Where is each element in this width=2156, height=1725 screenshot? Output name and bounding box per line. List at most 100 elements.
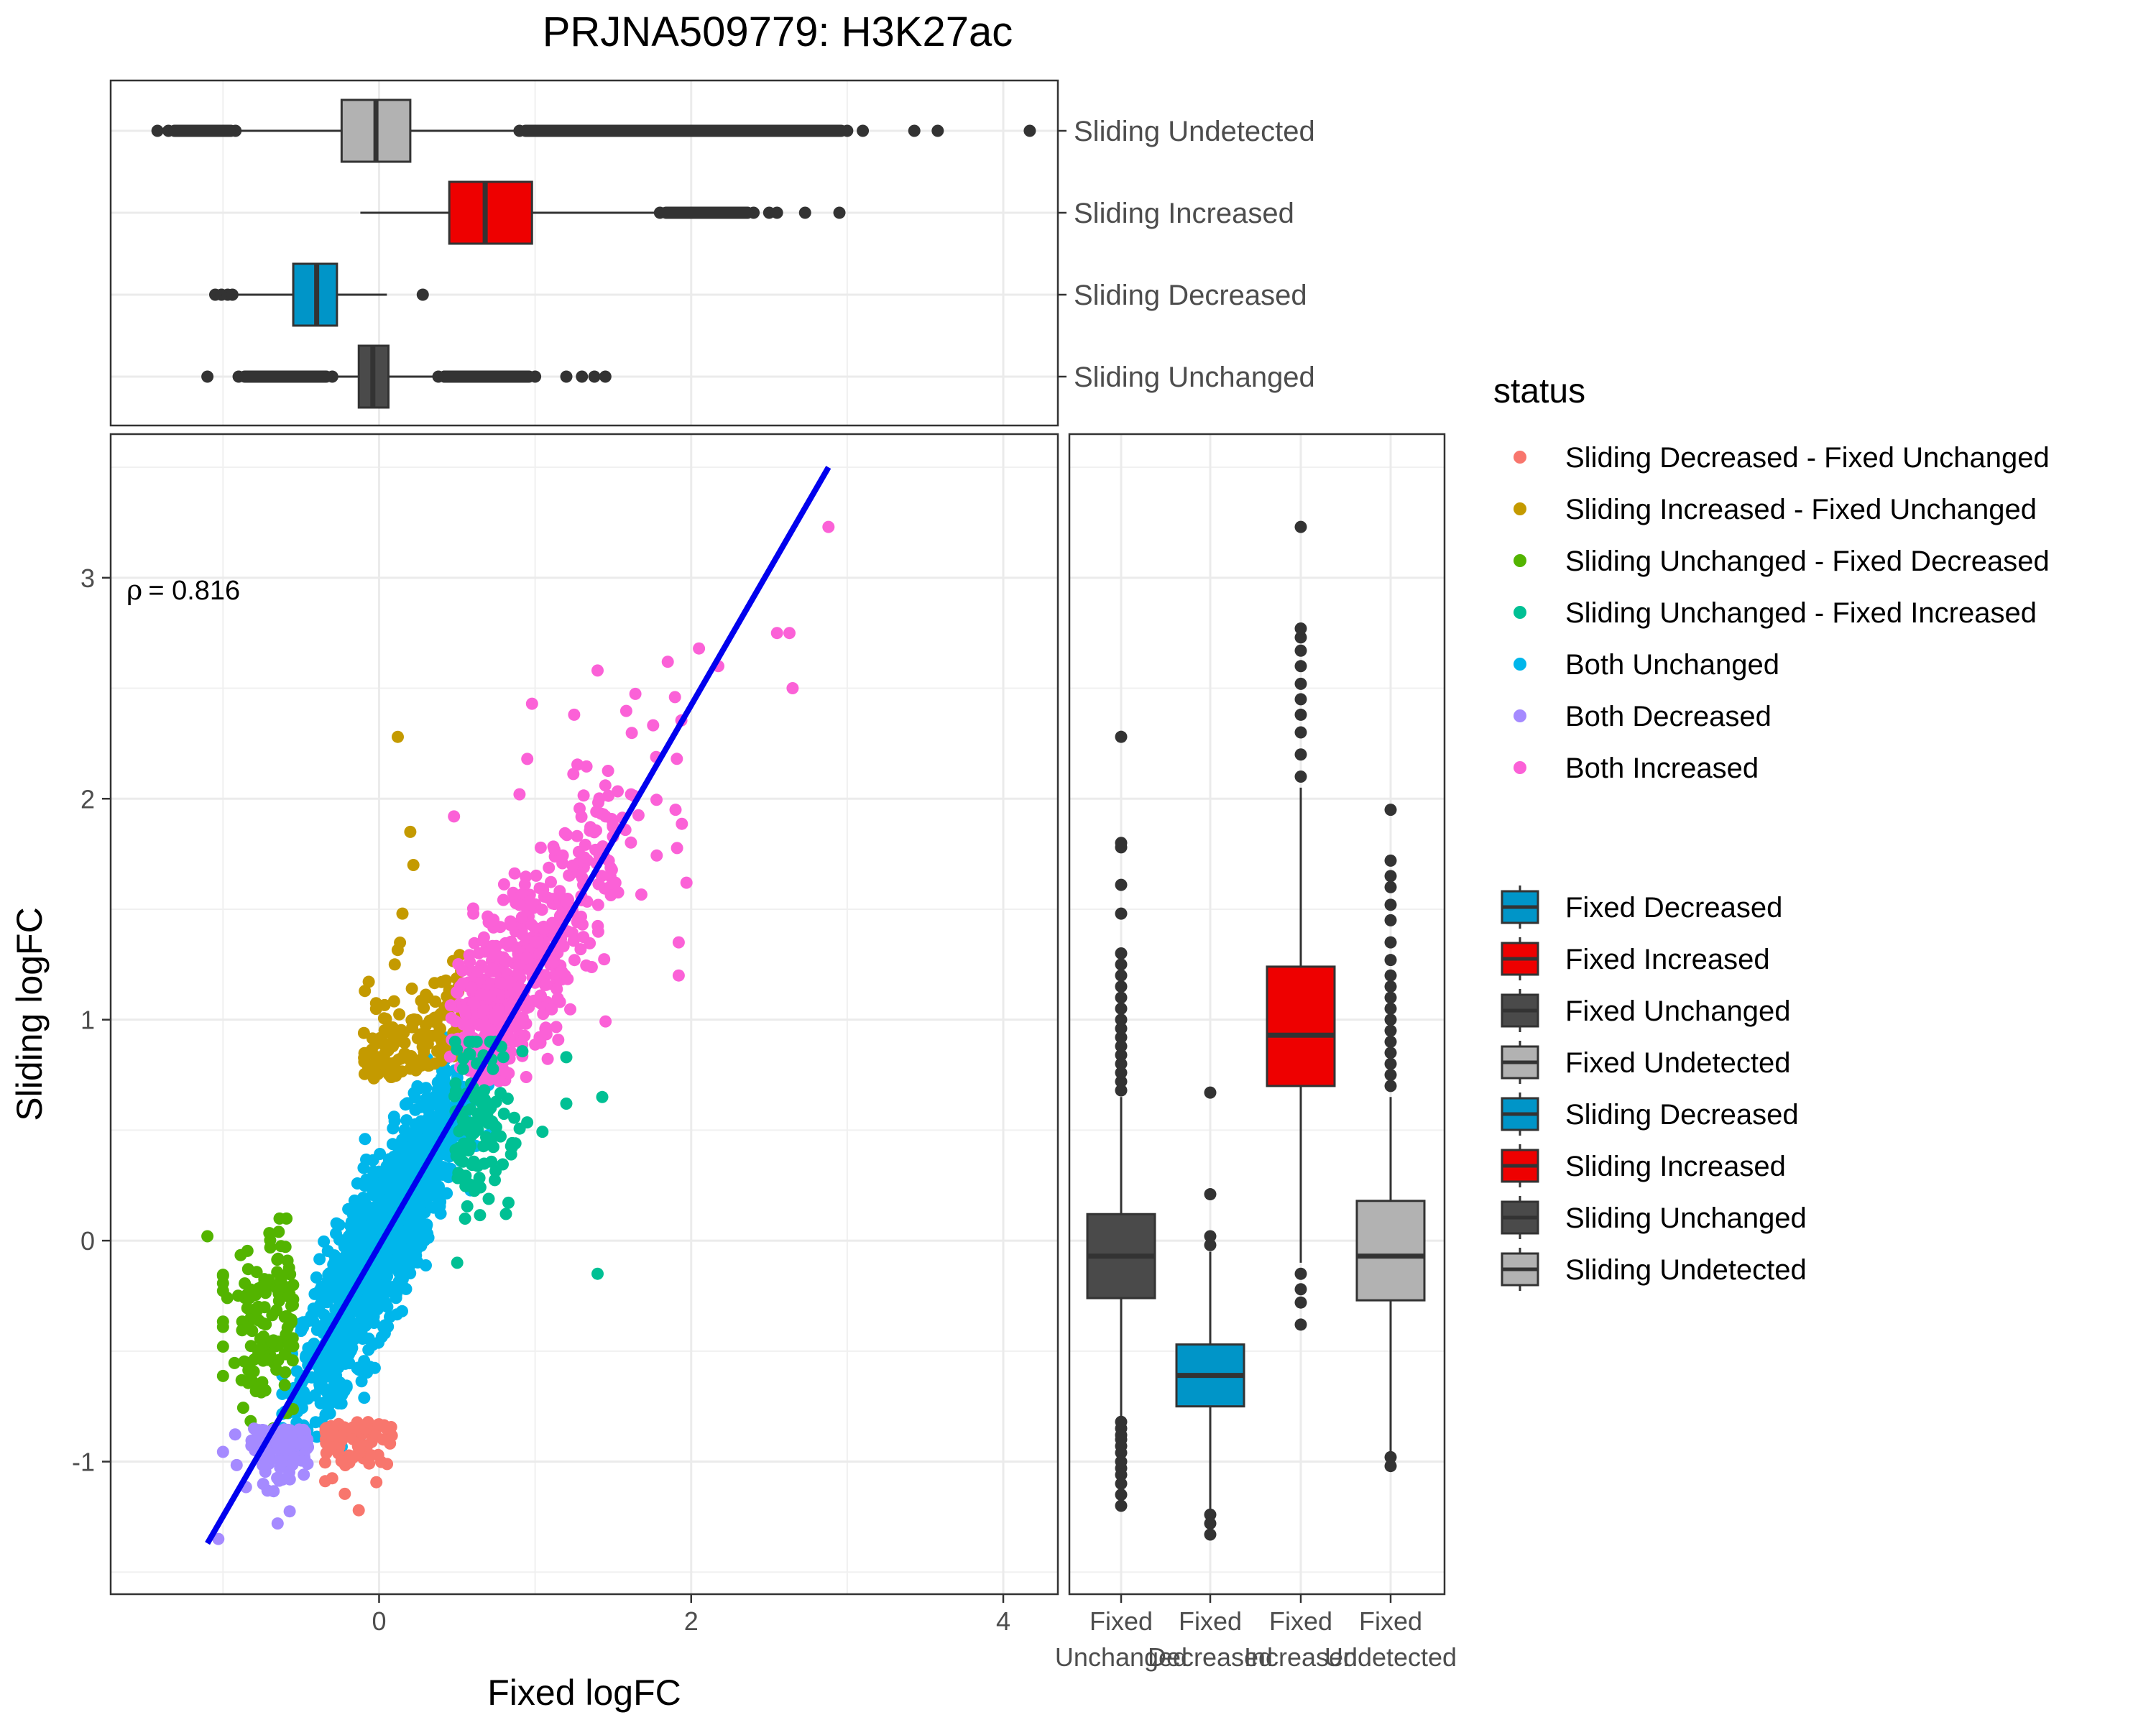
scatter-point bbox=[346, 1451, 359, 1464]
scatter-point bbox=[512, 959, 525, 972]
outlier bbox=[1294, 1318, 1307, 1331]
scatter-point bbox=[261, 1353, 274, 1366]
top-border bbox=[109, 79, 1059, 427]
outlier bbox=[1294, 520, 1307, 533]
scatter-point bbox=[410, 1013, 423, 1026]
scatter-point bbox=[401, 1224, 414, 1237]
outlier bbox=[1204, 1508, 1217, 1521]
scatter-point bbox=[272, 1225, 285, 1238]
outlier bbox=[1115, 1489, 1128, 1501]
scatter-point bbox=[476, 934, 489, 947]
scatter-point bbox=[264, 1234, 277, 1246]
outlier bbox=[1384, 1046, 1397, 1059]
scatter-point bbox=[397, 1280, 409, 1293]
scatter-point bbox=[552, 1034, 565, 1046]
scatter-point bbox=[571, 829, 584, 842]
scatter-point bbox=[420, 1019, 433, 1032]
scatter-point bbox=[676, 817, 688, 830]
outlier bbox=[1384, 854, 1397, 867]
scatter-point bbox=[231, 1289, 244, 1302]
outlier bbox=[1384, 804, 1397, 816]
scatter-point bbox=[360, 1173, 373, 1186]
chart-title: PRJNA509779: H3K27ac bbox=[543, 9, 1013, 55]
scatter-point bbox=[405, 983, 418, 995]
scatter-point bbox=[396, 907, 409, 920]
right-boxplot-panel: FixedUnchangedFixedDecreasedFixedIncreas… bbox=[1055, 433, 1457, 1672]
scatter-point bbox=[590, 805, 603, 818]
scatter-point bbox=[539, 1022, 552, 1035]
outlier bbox=[1294, 1283, 1307, 1296]
right-box-fixed-decreased: Fixed Decreased bbox=[1148, 1086, 1273, 1672]
scatter-point bbox=[308, 1389, 321, 1402]
scatter-point bbox=[392, 730, 404, 743]
scatter-point bbox=[605, 863, 618, 876]
rho-symbol: ρ bbox=[126, 574, 142, 606]
scatter-point bbox=[381, 1057, 394, 1070]
scatter-point bbox=[375, 1330, 388, 1343]
scatter-point bbox=[589, 843, 602, 856]
scatter-point bbox=[556, 965, 568, 978]
scatter-point bbox=[591, 664, 604, 677]
scatter-point bbox=[545, 1003, 558, 1016]
scatter-point bbox=[418, 1045, 430, 1058]
scatter-point bbox=[280, 1212, 293, 1225]
scatter-point bbox=[367, 1214, 379, 1227]
outlier bbox=[1294, 631, 1307, 644]
outlier-band bbox=[438, 370, 535, 383]
scatter-point bbox=[375, 1207, 388, 1220]
scatter-point bbox=[276, 1269, 289, 1282]
outlier bbox=[1384, 870, 1397, 883]
scatter-point bbox=[566, 859, 579, 872]
right-tick-label-line2: Decreased bbox=[1148, 1642, 1273, 1672]
scatter-point bbox=[377, 1433, 390, 1446]
outlier bbox=[1384, 914, 1397, 926]
scatter-point bbox=[547, 919, 560, 932]
scatter-point bbox=[308, 1287, 321, 1300]
scatter-point bbox=[256, 1376, 269, 1389]
scatter-point bbox=[464, 1048, 476, 1061]
scatter-point bbox=[401, 1156, 414, 1169]
scatter-point bbox=[592, 878, 605, 891]
scatter-point bbox=[521, 753, 534, 765]
scatter-point bbox=[248, 1312, 261, 1325]
scatter-point bbox=[275, 1240, 287, 1253]
scatter-point bbox=[429, 1190, 442, 1202]
scatter-point bbox=[279, 1425, 292, 1438]
outlier bbox=[1384, 1080, 1397, 1092]
right-tick-label-line1: Fixed bbox=[1269, 1606, 1332, 1636]
legend-box-key bbox=[1501, 1092, 1539, 1136]
scatter-point bbox=[612, 886, 625, 899]
scatter-point bbox=[305, 1371, 318, 1384]
scatter-point bbox=[358, 1233, 371, 1246]
scatter-point bbox=[488, 1012, 501, 1025]
outlier bbox=[1115, 947, 1128, 960]
scatter-point bbox=[230, 1458, 243, 1471]
scatter-point bbox=[513, 788, 526, 801]
outlier-band bbox=[168, 124, 236, 137]
scatter-point bbox=[313, 1299, 326, 1312]
scatter-point bbox=[393, 1008, 406, 1021]
scatter-background bbox=[111, 434, 1058, 1594]
outlier bbox=[226, 288, 239, 301]
legend-box-label: Fixed Undetected bbox=[1565, 1047, 1791, 1079]
scatter-point bbox=[464, 1139, 477, 1152]
outlier bbox=[1115, 991, 1128, 1004]
scatter-point bbox=[340, 1379, 353, 1392]
scatter-point bbox=[693, 642, 706, 655]
scatter-point bbox=[461, 1019, 474, 1032]
y-tick-label: 2 bbox=[80, 784, 95, 814]
scatter-point bbox=[430, 1118, 443, 1131]
scatter-point bbox=[508, 1020, 521, 1032]
right-tick-label-line2: Unchanged bbox=[1055, 1642, 1187, 1672]
scatter-point bbox=[216, 1320, 229, 1333]
scatter-point bbox=[669, 804, 682, 816]
scatter-point bbox=[463, 1035, 476, 1048]
box bbox=[448, 180, 533, 245]
scatter-point bbox=[542, 891, 555, 904]
outlier bbox=[1294, 726, 1307, 739]
scatter-point bbox=[498, 1064, 511, 1077]
scatter-point bbox=[672, 936, 685, 949]
scatter-point bbox=[335, 1260, 348, 1273]
scatter-point bbox=[479, 1115, 492, 1128]
outlier bbox=[1294, 677, 1307, 690]
